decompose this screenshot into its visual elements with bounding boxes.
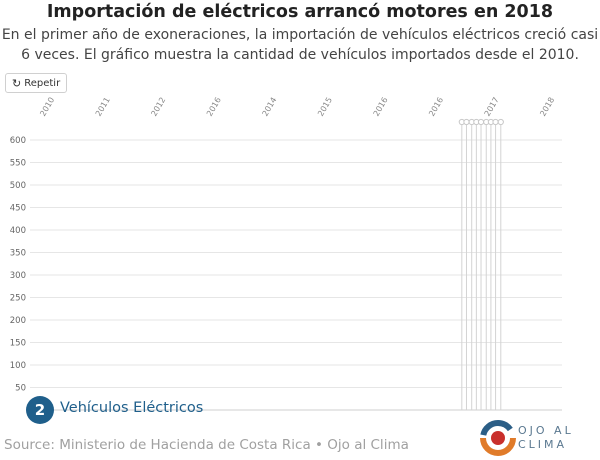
x-tick-label: 2018 (538, 96, 556, 118)
x-tick-label: 2016 (427, 96, 445, 118)
y-tick-label: 500 (10, 181, 26, 191)
x-tick-label: 2016 (205, 96, 223, 118)
logo-line-2: CLIMA (518, 438, 568, 451)
chart-title: Importación de eléctricos arrancó motore… (46, 2, 554, 22)
replay-button[interactable]: ↻ Repetir (5, 73, 68, 93)
y-tick-label: 300 (10, 271, 26, 281)
y-tick-label: 400 (10, 226, 26, 236)
x-tick-label: 2016 (372, 96, 390, 118)
x-tick-label: 2010 (38, 96, 56, 118)
y-tick-label: 350 (10, 249, 26, 259)
y-tick-label: 450 (10, 204, 26, 214)
marker-point (492, 118, 499, 126)
logo-line-1: OJO AL (518, 424, 574, 437)
marker-point (497, 118, 504, 126)
x-tick-label: 2011 (94, 96, 112, 118)
x-tick-label: 2015 (316, 96, 334, 118)
x-tick-label: 2012 (149, 96, 167, 118)
y-tick-label: 100 (10, 361, 26, 371)
chart: 50 100 150 200 250 300 350 400 450 500 550 600 2010 2… (10, 96, 562, 411)
x-tick-label: 2017 (483, 96, 501, 118)
y-tick-label: 200 (10, 316, 26, 326)
marker-point (477, 118, 485, 126)
y-tick-label: 550 (10, 159, 26, 169)
marker-point (463, 118, 470, 126)
y-tick-label: 150 (10, 339, 26, 349)
logo-mark-icon (480, 420, 516, 456)
y-tick-label: 50 (15, 384, 26, 394)
y-tick-label: 250 (10, 294, 26, 304)
replay-label: Repetir (24, 77, 61, 89)
chart-subtitle: En el primer año de exoneraciones, la im… (1, 27, 599, 63)
replay-icon: ↻ (12, 76, 22, 90)
series-label: Vehículos Eléctricos (60, 400, 204, 416)
source-note: Source: Ministerio de Hacienda de Costa … (4, 437, 409, 453)
ojo-al-clima-logo: OJO AL CLIMA (480, 420, 598, 456)
y-tick-label: 600 (10, 136, 26, 146)
x-tick-label: 2014 (261, 96, 279, 118)
counter-badge: 2 (26, 396, 54, 424)
